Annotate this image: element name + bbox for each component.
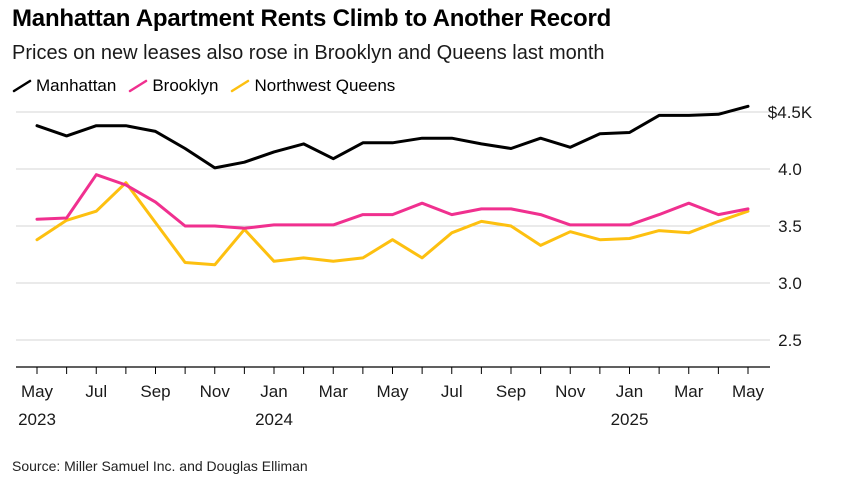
- x-tick-label: Sep: [140, 382, 170, 401]
- x-tick-label: Nov: [200, 382, 231, 401]
- legend-swatch-manhattan: [12, 79, 32, 93]
- legend: Manhattan Brooklyn Northwest Queens: [12, 76, 407, 96]
- legend-item-manhattan: Manhattan: [12, 76, 116, 96]
- x-tick-label: May: [732, 382, 765, 401]
- series-line-northwest-queens: [35, 181, 750, 267]
- x-year-label: 2023: [18, 410, 56, 429]
- x-year-label: 2025: [611, 410, 649, 429]
- x-tick-label: Jul: [85, 382, 107, 401]
- x-tick-label: Nov: [555, 382, 586, 401]
- y-tick-label: 3.5: [778, 217, 802, 236]
- series-line-manhattan: [35, 104, 750, 170]
- legend-item-brooklyn: Brooklyn: [128, 76, 218, 96]
- x-tick-label: Sep: [496, 382, 526, 401]
- y-tick-label: $4.5K: [768, 103, 813, 122]
- x-tick-label: Mar: [674, 382, 704, 401]
- x-tick-label: May: [376, 382, 409, 401]
- chart-subtitle: Prices on new leases also rose in Brookl…: [12, 42, 605, 64]
- legend-label-brooklyn: Brooklyn: [152, 76, 219, 95]
- chart-title: Manhattan Apartment Rents Climb to Anoth…: [12, 5, 612, 32]
- legend-swatch-brooklyn: [129, 79, 148, 93]
- legend-swatch-northwest-queens: [231, 79, 250, 93]
- series-line-brooklyn: [35, 173, 750, 230]
- x-year-label: 2024: [255, 410, 293, 429]
- legend-label-northwest-queens: Northwest Queens: [254, 76, 396, 95]
- x-tick-label: Jan: [616, 382, 643, 401]
- y-tick-label: 3.0: [778, 274, 802, 293]
- x-tick-label: Jul: [441, 382, 463, 401]
- source-note: Source: Miller Samuel Inc. and Douglas E…: [12, 458, 308, 474]
- x-tick-label: Jan: [260, 382, 287, 401]
- y-tick-label: 2.5: [778, 331, 802, 350]
- legend-label-manhattan: Manhattan: [36, 76, 117, 95]
- y-tick-label: 4.0: [778, 160, 802, 179]
- x-tick-label: Mar: [319, 382, 349, 401]
- legend-item-northwest-queens: Northwest Queens: [230, 76, 395, 96]
- x-tick-label: May: [21, 382, 54, 401]
